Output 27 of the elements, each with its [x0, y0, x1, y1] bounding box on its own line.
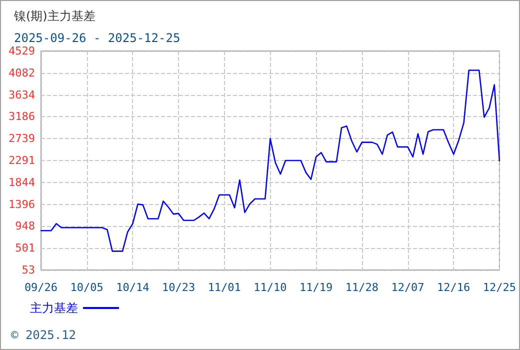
x-tick-label: 12/25 — [482, 281, 516, 294]
y-tick-label: 1396 — [8, 198, 35, 211]
x-tick-label: 10/05 — [70, 281, 104, 294]
x-tick-label: 11/19 — [300, 281, 333, 294]
line-series — [40, 70, 500, 252]
y-tick-label: 2291 — [8, 154, 35, 167]
y-tick-label: 3186 — [8, 110, 35, 124]
chart-subtitle: 2025-09-26 - 2025-12-25 — [14, 31, 180, 45]
y-tick-label: 53 — [22, 264, 35, 276]
y-tick-label: 1844 — [8, 176, 36, 189]
y-tick-label: 4082 — [8, 66, 35, 80]
chart-title: 镍(期)主力基差 — [13, 9, 96, 23]
y-tick-label: 501 — [15, 242, 35, 255]
x-tick-label: 10/14 — [116, 281, 150, 294]
y-tick-label: 948 — [15, 220, 35, 233]
y-tick-label: 2739 — [8, 132, 35, 146]
x-tick-label: 12/07 — [391, 281, 424, 294]
x-tick-label: 11/28 — [345, 281, 378, 294]
text: © 2025.12 — [11, 328, 76, 342]
x-tick-label: 12/16 — [437, 281, 470, 294]
x-tick-label: 11/10 — [254, 281, 287, 294]
y-tick-label: 4529 — [8, 44, 35, 58]
x-tick-label: 09/26 — [24, 281, 58, 294]
x-tick-label: 11/01 — [208, 281, 241, 294]
y-tick-label: 3634 — [8, 88, 36, 102]
legend-label: 主力基差 — [30, 301, 78, 315]
x-tick-label: 10/23 — [162, 281, 196, 294]
